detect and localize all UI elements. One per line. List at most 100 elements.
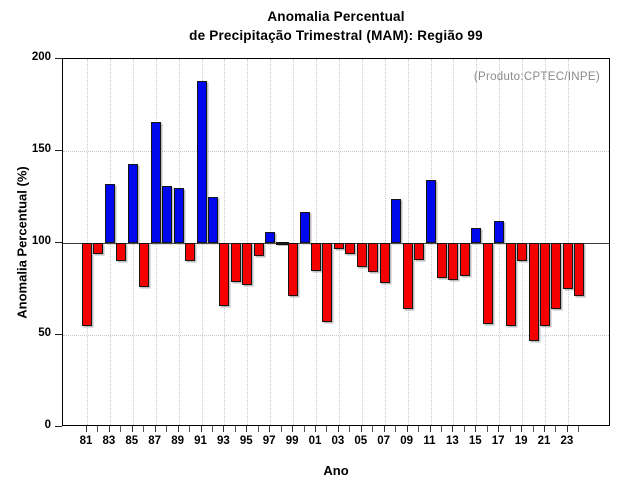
bar-2002 [322, 243, 333, 323]
bar-2019 [517, 243, 528, 262]
x-tick-2009 [406, 426, 408, 432]
bar-1994 [230, 243, 241, 282]
x-tick-label-1981: 81 [79, 435, 93, 447]
product-annotation: (Produto:CPTEC/INPE) [473, 71, 600, 83]
v-gridline-2013 [453, 59, 455, 425]
x-tick-1993 [223, 426, 225, 432]
x-tick-1989 [177, 426, 179, 432]
x-tick-1994 [234, 426, 236, 432]
bar-1987 [150, 121, 161, 243]
bar-2000 [299, 211, 310, 243]
x-tick-2006 [372, 426, 374, 432]
chart-title-line-1: Anomalia Percentual [267, 9, 405, 24]
h-gridline-150 [63, 151, 609, 152]
bar-1993 [219, 243, 230, 306]
x-tick-1997 [269, 426, 271, 432]
bar-1983 [104, 184, 115, 243]
x-tick-2018 [509, 426, 511, 432]
x-tick-label-1997: 97 [262, 435, 276, 447]
v-gridline-2001 [316, 59, 317, 425]
v-gridline-2023 [567, 59, 569, 425]
plot-area [62, 58, 610, 426]
x-tick-2020 [532, 426, 534, 432]
bar-2021 [540, 243, 550, 326]
bar-1989 [173, 187, 184, 243]
bar-2015 [471, 228, 482, 243]
bar-2003 [333, 243, 344, 249]
bar-1990 [185, 243, 196, 262]
x-tick-label-1983: 83 [102, 435, 116, 447]
v-gridline-2005 [361, 59, 363, 425]
v-gridline-1995 [247, 59, 249, 425]
x-tick-label-2005: 05 [354, 435, 368, 447]
x-tick-1985 [131, 426, 133, 432]
x-tick-1986 [143, 426, 145, 432]
bar-2005 [356, 243, 367, 267]
x-tick-label-2017: 17 [491, 435, 505, 447]
x-tick-label-1991: 91 [194, 435, 207, 447]
x-tick-2010 [418, 426, 420, 432]
v-gridline-2007 [384, 59, 386, 425]
x-tick-label-2021: 21 [537, 435, 551, 447]
x-tick-label-2023: 23 [560, 435, 574, 447]
x-tick-1982 [97, 426, 99, 432]
bar-2011 [425, 180, 436, 243]
chart-title-line-2: de Precipitação Trimestral (MAM): Região… [189, 28, 483, 43]
bar-2022 [551, 243, 562, 310]
bar-2016 [482, 243, 493, 324]
y-tick-label-200: 200 [31, 51, 51, 63]
x-tick-2024 [578, 426, 580, 432]
x-tick-label-1989: 89 [171, 435, 184, 447]
x-tick-1988 [166, 426, 168, 432]
bar-2014 [459, 243, 470, 277]
x-tick-2014 [463, 426, 465, 432]
x-tick-1987 [154, 426, 156, 432]
bar-2024 [574, 243, 585, 297]
bar-2008 [391, 198, 402, 243]
bar-2017 [494, 220, 505, 243]
x-tick-label-2013: 13 [445, 435, 459, 447]
x-tick-label-2007: 07 [377, 435, 391, 447]
bar-1995 [242, 243, 253, 286]
x-tick-1990 [189, 426, 191, 432]
y-tick-0 [55, 426, 62, 427]
bar-1982 [93, 243, 104, 255]
x-tick-label-2015: 15 [468, 435, 482, 447]
y-tick-label-50: 50 [38, 327, 51, 339]
y-tick-150 [55, 150, 62, 151]
x-tick-2021 [544, 426, 545, 432]
x-tick-label-1987: 87 [148, 435, 162, 447]
x-tick-1998 [280, 426, 282, 432]
x-tick-2007 [383, 426, 385, 432]
x-tick-label-2019: 19 [514, 435, 528, 447]
x-tick-2008 [395, 426, 397, 432]
x-tick-2023 [566, 426, 568, 432]
x-tick-2016 [486, 426, 488, 432]
x-tick-2003 [337, 426, 339, 432]
x-tick-2000 [303, 426, 305, 432]
bar-2013 [448, 243, 459, 280]
x-tick-label-1995: 95 [239, 435, 253, 447]
y-tick-200 [55, 58, 62, 59]
x-tick-2015 [475, 426, 477, 432]
y-tick-100 [55, 242, 62, 243]
v-gridline-1981 [87, 59, 88, 425]
x-tick-1992 [211, 426, 213, 432]
x-tick-2012 [440, 426, 442, 432]
bar-2023 [562, 243, 573, 289]
bar-1984 [116, 243, 127, 262]
y-tick-50 [55, 334, 62, 335]
x-tick-2019 [521, 426, 523, 432]
bar-2009 [402, 243, 413, 310]
x-tick-2017 [498, 426, 500, 432]
y-tick-label-100: 100 [31, 235, 51, 247]
x-tick-label-2011: 11 [423, 435, 436, 447]
x-tick-2013 [452, 426, 454, 432]
bar-1992 [207, 197, 218, 243]
v-gridline-1993 [224, 59, 226, 425]
bar-1985 [127, 163, 138, 243]
x-tick-1984 [120, 426, 122, 432]
x-tick-label-2003: 03 [331, 435, 345, 447]
bar-2001 [311, 243, 321, 271]
